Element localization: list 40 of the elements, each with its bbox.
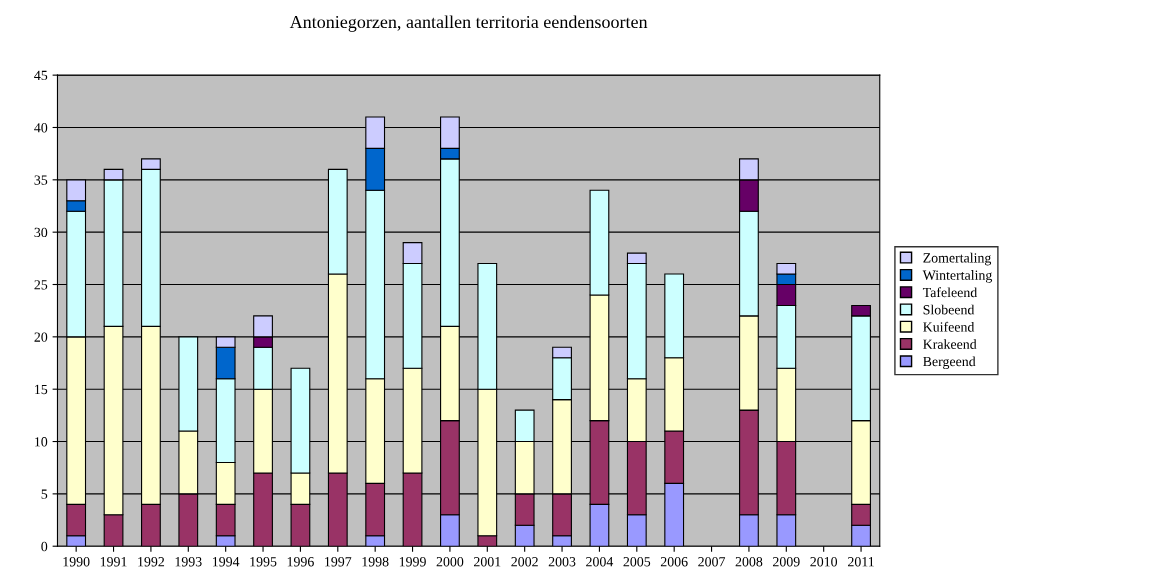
chart-title: Antoniegorzen, aantallen territoria eendensoorten xyxy=(289,15,648,32)
x-tick-label: 1991 xyxy=(100,557,127,567)
y-tick-label: 5 xyxy=(41,489,48,499)
x-tick-label: 2002 xyxy=(511,557,538,567)
legend-label: Krakeend xyxy=(923,339,977,349)
y-tick-label: 25 xyxy=(34,280,48,290)
x-tick-label: 2000 xyxy=(436,557,464,567)
x-tick-label: 2005 xyxy=(623,557,651,567)
x-tick-label: 2010 xyxy=(810,557,838,567)
x-tick-label: 1998 xyxy=(362,557,389,567)
x-tick-label: 2009 xyxy=(773,557,800,567)
x-tick-label: 1996 xyxy=(287,557,314,567)
y-tick-label: 35 xyxy=(34,175,48,185)
y-tick-label: 40 xyxy=(34,123,48,133)
x-tick-label: 2004 xyxy=(586,557,614,567)
y-tick-label: 20 xyxy=(34,332,48,342)
x-tick-label: 1992 xyxy=(138,557,165,567)
x-tick-label: 1993 xyxy=(175,557,202,567)
x-tick-label: 1999 xyxy=(399,557,426,567)
x-tick-label: 2003 xyxy=(548,557,576,567)
x-tick-label: 1990 xyxy=(63,557,90,567)
legend-label: Tafeleend xyxy=(922,287,978,298)
y-tick-label: 15 xyxy=(35,384,48,395)
x-tick-label: 2008 xyxy=(735,557,763,567)
legend-label: Kuifeend xyxy=(923,321,975,332)
legend-label: Slobeend xyxy=(923,304,975,315)
x-tick-label: 2011 xyxy=(848,557,874,567)
x-tick-label: 2007 xyxy=(698,557,726,567)
x-tick-label: 1995 xyxy=(250,557,277,567)
y-tick-label: 45 xyxy=(34,70,48,81)
x-tick-label: 1994 xyxy=(213,557,240,567)
x-tick-label: 2001 xyxy=(474,557,501,567)
x-tick-label: 1997 xyxy=(325,557,352,567)
legend-label: Bergeend xyxy=(923,356,976,370)
y-tick-label: 30 xyxy=(34,227,48,238)
x-tick-label: 2006 xyxy=(660,557,688,567)
y-tick-label: 10 xyxy=(35,437,48,447)
legend-label: Zomertaling xyxy=(923,252,992,266)
legend-label: Wintertaling xyxy=(922,270,993,283)
y-tick-label: 0 xyxy=(41,541,48,552)
